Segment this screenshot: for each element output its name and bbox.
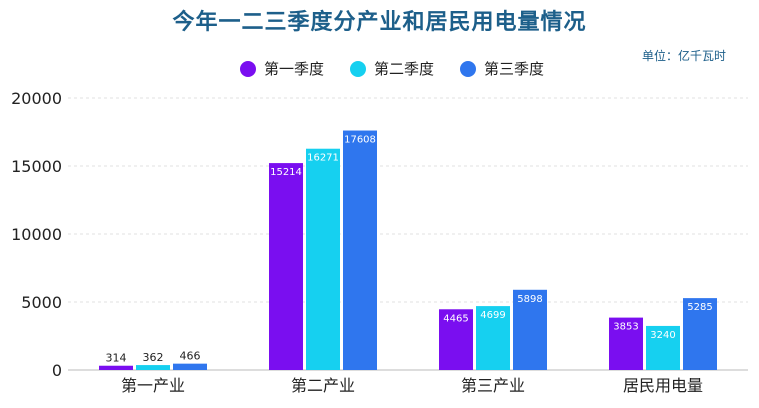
bar [683,298,717,370]
legend: 第一季度 第二季度 第三季度 [240,58,544,79]
legend-swatch-q2 [350,60,367,77]
chart-title: 今年一二三季度分产业和居民用电量情况 [172,10,587,35]
y-tick-label: 15000 [11,157,62,176]
y-tick-label: 5000 [21,293,62,312]
data-label: 3240 [650,330,675,341]
data-label: 314 [106,352,127,365]
data-label: 17608 [344,135,376,146]
y-tick-label: 10000 [11,225,62,244]
bar [646,325,680,370]
legend-swatch-q3 [460,60,477,77]
legend-item-q3: 第三季度 [460,58,544,79]
data-label: 5898 [517,294,542,305]
x-tick-label: 第二产业 [291,376,355,395]
data-label: 16271 [307,153,339,164]
bar [609,317,643,370]
data-label: 4699 [480,310,505,321]
data-label: 362 [143,351,164,364]
y-tick-label: 20000 [11,89,62,108]
bar [343,130,377,370]
unit-label: 单位：亿千瓦时 [642,49,727,63]
legend-label-q1: 第一季度 [264,60,325,78]
bar [306,148,340,370]
bar [476,306,510,370]
legend-label-q2: 第二季度 [374,60,435,78]
x-tick-label: 第三产业 [461,376,525,395]
x-tick-label: 第一产业 [121,376,185,395]
bar [99,365,133,370]
y-tick-label: 0 [52,361,62,380]
legend-swatch-q1 [240,60,256,77]
bar [136,365,170,370]
bar [439,309,473,370]
bar [269,163,303,370]
data-label: 15214 [270,167,302,178]
data-label: 5285 [687,302,712,313]
bar [173,363,207,370]
x-tick-label: 居民用电量 [623,376,703,395]
legend-label-q3: 第三季度 [484,60,545,78]
legend-item-q2: 第二季度 [350,58,434,79]
data-label: 466 [180,350,201,363]
legend-item-q1: 第一季度 [240,58,324,79]
data-label: 3853 [613,322,638,333]
data-label: 4465 [443,313,468,324]
bar [513,289,547,370]
